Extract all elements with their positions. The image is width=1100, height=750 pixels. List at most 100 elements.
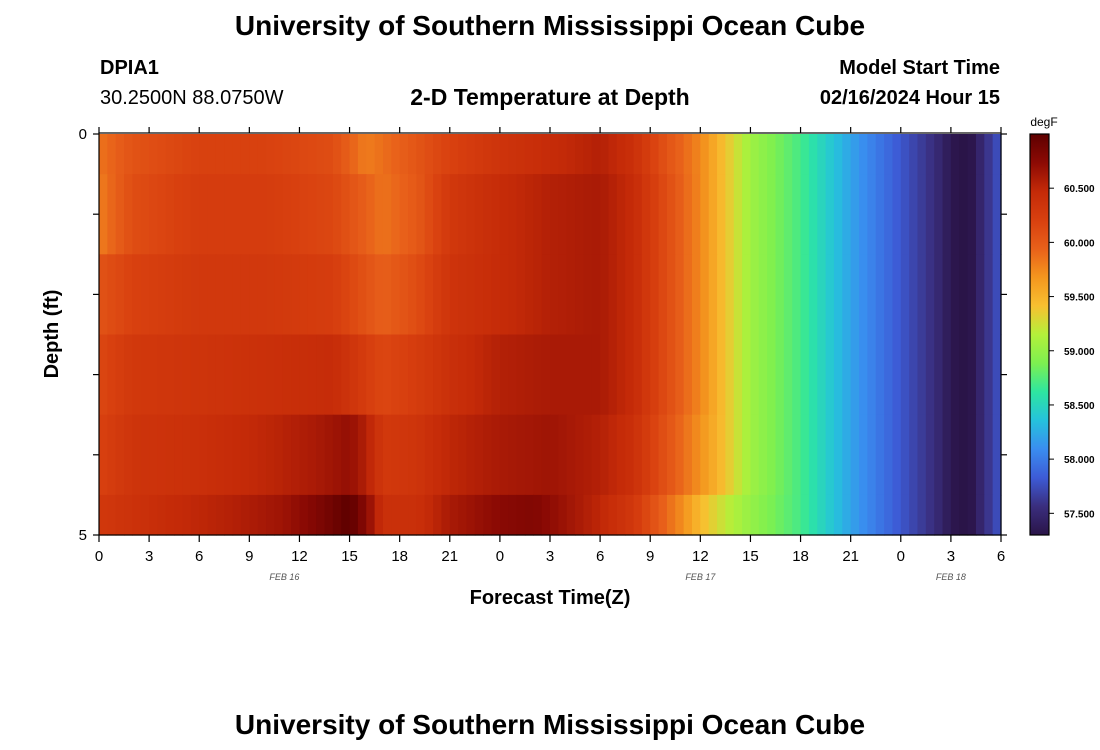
heatmap-cell	[909, 414, 919, 496]
heatmap-cell	[299, 174, 309, 255]
heatmap-cell	[967, 414, 977, 496]
heatmap-cell	[449, 254, 459, 336]
heatmap-cell	[140, 174, 150, 255]
heatmap-cell	[190, 414, 200, 496]
heatmap-cell	[558, 494, 568, 536]
heatmap-cell	[708, 134, 718, 175]
heatmap-cell	[224, 494, 234, 536]
heatmap-cell	[817, 254, 827, 336]
heatmap-cell	[382, 494, 392, 536]
colorbar-gradient	[1029, 133, 1050, 536]
heatmap-cell	[332, 334, 342, 416]
heatmap-cell	[700, 334, 710, 416]
heatmap-cell	[717, 174, 726, 255]
heatmap-cell	[266, 254, 275, 336]
heatmap-cell	[550, 174, 559, 255]
heatmap-cell	[808, 334, 818, 416]
heatmap-cell	[491, 134, 501, 175]
heatmap-cell	[299, 254, 309, 336]
x-tick-label: 0	[897, 548, 905, 565]
heatmap-cell	[483, 414, 493, 496]
heatmap-cell	[508, 334, 518, 416]
heatmap-cell	[424, 134, 434, 175]
heatmap-cell	[583, 494, 593, 536]
heatmap-cell	[349, 494, 359, 536]
heatmap-cell	[675, 334, 685, 416]
heatmap-cell	[808, 254, 818, 336]
heatmap-cell	[299, 494, 309, 536]
heatmap-cell	[600, 174, 610, 255]
heatmap-cell	[942, 134, 952, 175]
heatmap-cell	[833, 414, 843, 496]
heatmap-cell	[433, 254, 443, 336]
heatmap-cell	[408, 414, 417, 496]
heatmap-cell	[282, 414, 292, 496]
heatmap-cell	[190, 174, 200, 255]
x-tick-label: 6	[997, 548, 1005, 565]
heatmap-cell	[992, 174, 1002, 255]
heatmap-cell	[742, 134, 752, 175]
heatmap-cell	[441, 414, 451, 496]
heatmap-cell	[524, 174, 534, 255]
heatmap-cell	[633, 254, 643, 336]
heatmap-cell	[99, 494, 108, 536]
heatmap-cell	[859, 134, 868, 175]
heatmap-cell	[332, 414, 342, 496]
heatmap-cell	[341, 414, 351, 496]
heatmap-cell	[374, 414, 384, 496]
heatmap-cell	[499, 414, 509, 496]
heatmap-cell	[240, 334, 250, 416]
heatmap-cell	[399, 174, 409, 255]
heatmap-cell	[249, 414, 259, 496]
heatmap-cell	[792, 334, 802, 416]
x-tick-label: 12	[291, 548, 308, 565]
heatmap-cell	[491, 414, 501, 496]
heatmap-cell	[758, 334, 768, 416]
heatmap-cell	[499, 494, 509, 536]
heatmap-cell	[591, 134, 601, 175]
heatmap-cell	[650, 334, 660, 416]
heatmap-cell	[149, 494, 159, 536]
x-tick-label: 6	[195, 548, 203, 565]
heatmap-cell	[733, 254, 743, 336]
axes: 0 3 6 9 12 15 18 21 0 3 6 9 12 15 18 21 0 3 6 FEB 16 FEB 17 F…	[79, 126, 1007, 582]
heatmap-cell	[775, 254, 785, 336]
heatmap-cell	[174, 334, 184, 416]
heatmap-cell	[458, 254, 468, 336]
heatmap-cell	[675, 174, 685, 255]
y-tick-label: 5	[79, 527, 87, 544]
heatmap-cell	[850, 174, 860, 255]
heatmap-cell	[808, 174, 818, 255]
heatmap-cell	[232, 134, 242, 175]
heatmap-cell	[474, 254, 484, 336]
heatmap-cell	[374, 494, 384, 536]
heatmap-cell	[257, 494, 267, 536]
heatmap-cell	[708, 254, 718, 336]
y-tick-label: 0	[79, 126, 87, 143]
heatmap-cell	[124, 174, 134, 255]
heatmap-cell	[240, 254, 250, 336]
heatmap-cell	[800, 254, 810, 336]
heatmap-cell	[424, 494, 434, 536]
heatmap-cell	[717, 494, 726, 536]
heatmap-cell	[449, 494, 459, 536]
heatmap-cell	[583, 414, 593, 496]
heatmap-cell	[942, 254, 952, 336]
x-tick-label: 0	[95, 548, 103, 565]
heatmap-cell	[967, 134, 977, 175]
heatmap-cell	[758, 414, 768, 496]
heatmap-cell	[842, 134, 852, 175]
heatmap-cell	[717, 414, 726, 496]
heatmap-cell	[750, 174, 760, 255]
heatmap-cell	[291, 254, 301, 336]
heatmap-cell	[224, 254, 234, 336]
heatmap-cell	[875, 254, 885, 336]
heatmap-cell	[408, 334, 417, 416]
heatmap-cell	[984, 254, 994, 336]
heatmap-cell	[625, 494, 635, 536]
heatmap-cell	[875, 414, 885, 496]
heatmap-cell	[299, 414, 309, 496]
heatmap-cell	[240, 174, 250, 255]
x-tick-label: 18	[792, 548, 809, 565]
heatmap-cell	[658, 494, 668, 536]
